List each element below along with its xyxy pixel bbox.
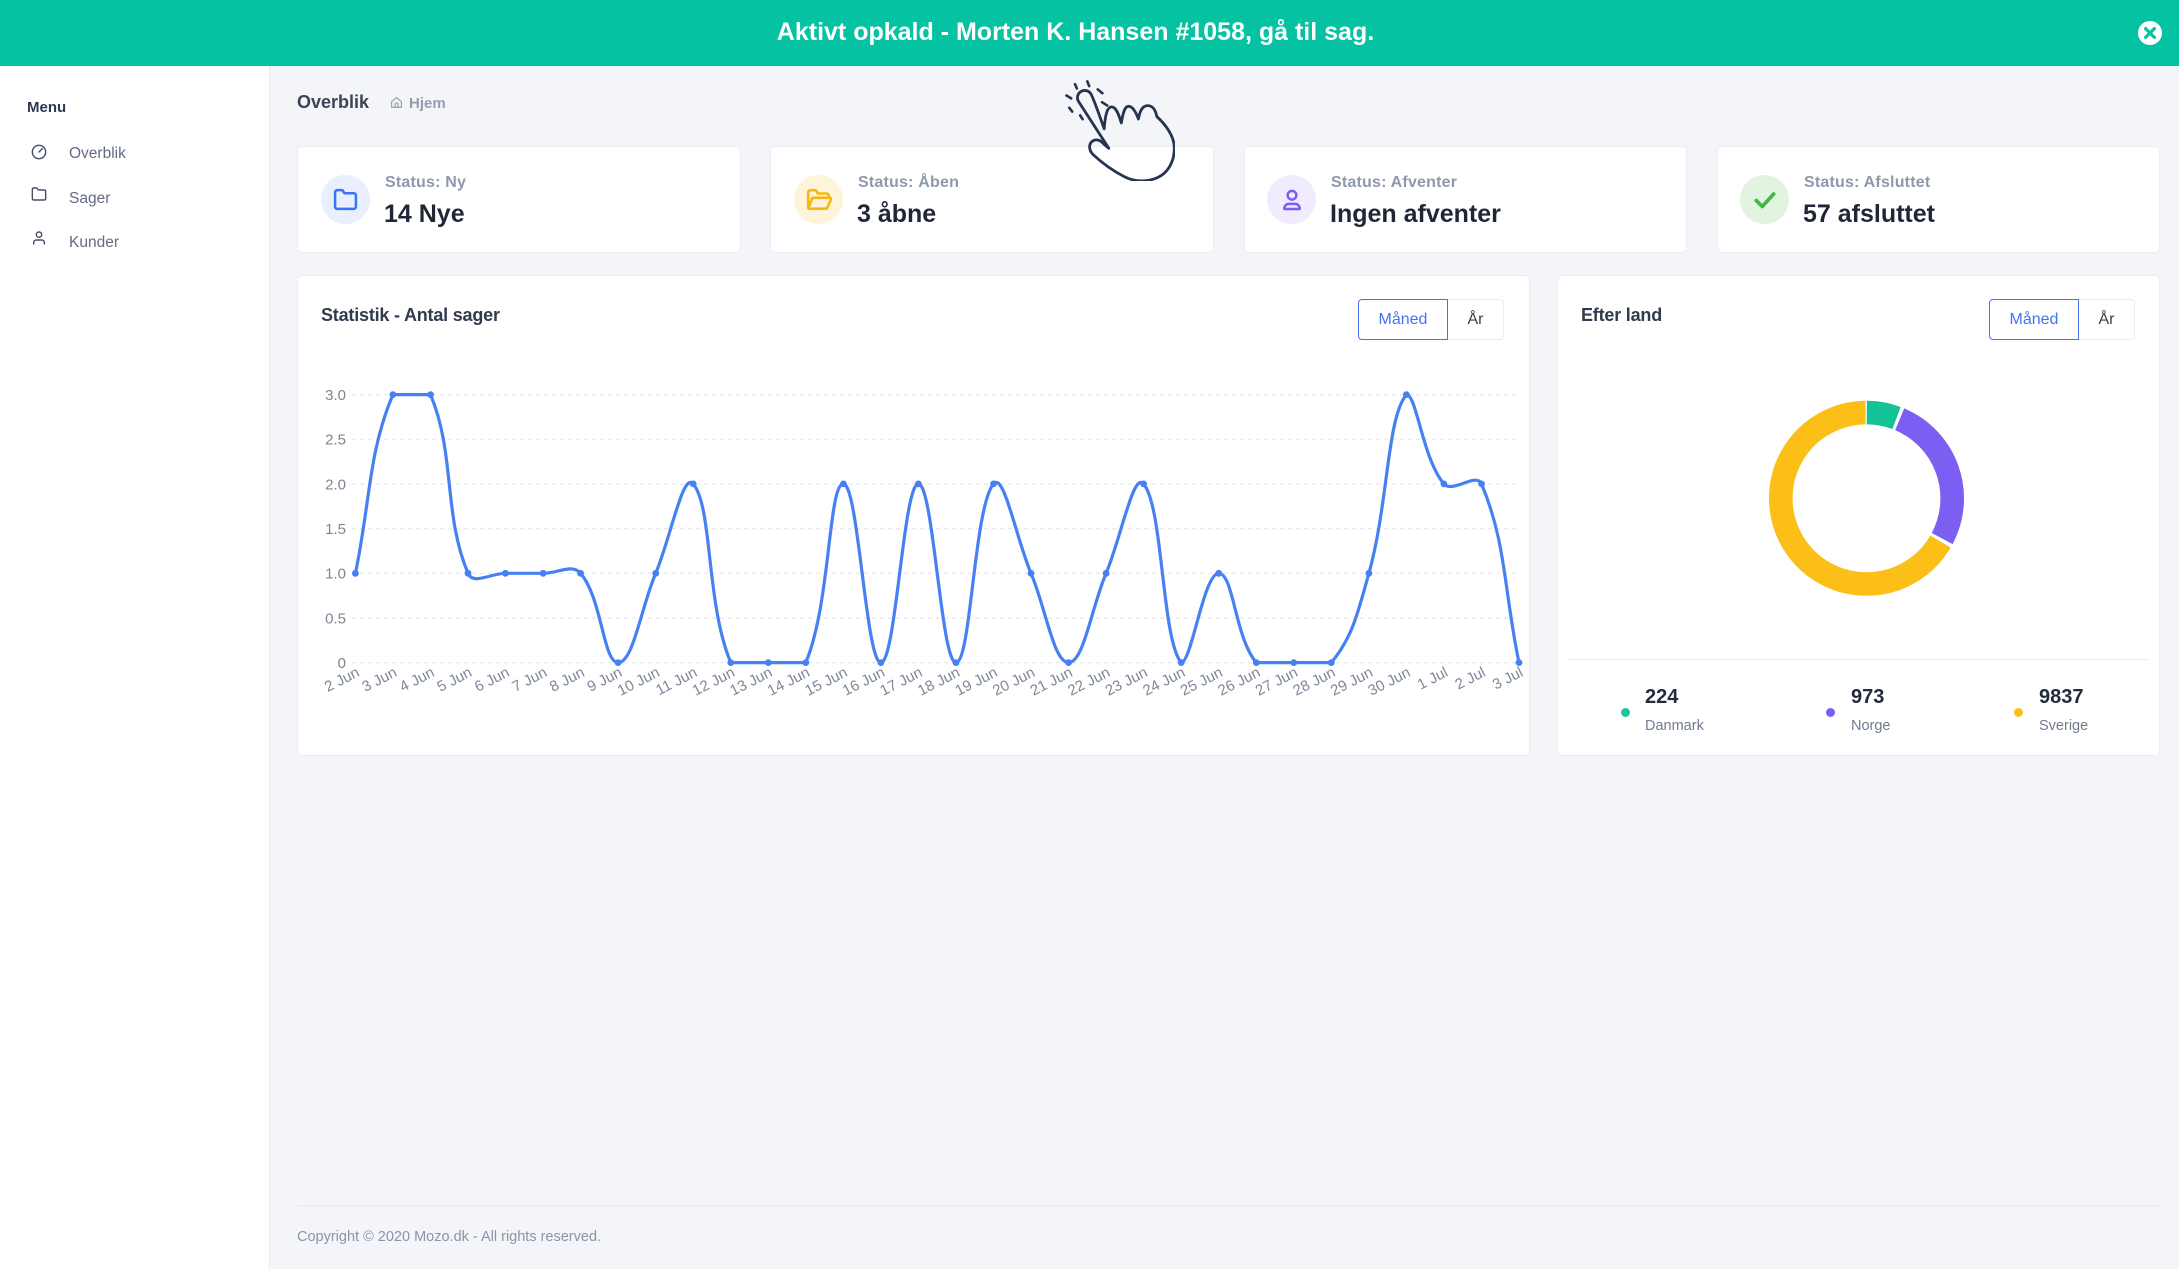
svg-text:2.5: 2.5 — [325, 432, 346, 449]
svg-text:1.5: 1.5 — [325, 521, 346, 538]
svg-text:3 Jun: 3 Jun — [359, 664, 399, 696]
svg-text:5 Jun: 5 Jun — [434, 664, 474, 696]
svg-text:2.0: 2.0 — [325, 476, 346, 493]
svg-text:2 Jul: 2 Jul — [1452, 664, 1488, 694]
svg-text:1.0: 1.0 — [325, 566, 346, 583]
svg-text:3.0: 3.0 — [325, 387, 346, 404]
svg-text:30 Jun: 30 Jun — [1365, 664, 1413, 700]
svg-text:6 Jun: 6 Jun — [472, 664, 512, 696]
svg-text:11 Jun: 11 Jun — [653, 664, 700, 699]
svg-text:7 Jun: 7 Jun — [509, 664, 549, 696]
svg-text:0.5: 0.5 — [325, 610, 346, 627]
svg-text:8 Jun: 8 Jun — [547, 664, 587, 696]
svg-text:0: 0 — [338, 655, 346, 672]
svg-text:4 Jun: 4 Jun — [397, 664, 437, 696]
svg-text:3 Jul: 3 Jul — [1490, 664, 1526, 694]
svg-text:1 Jul: 1 Jul — [1415, 664, 1451, 694]
